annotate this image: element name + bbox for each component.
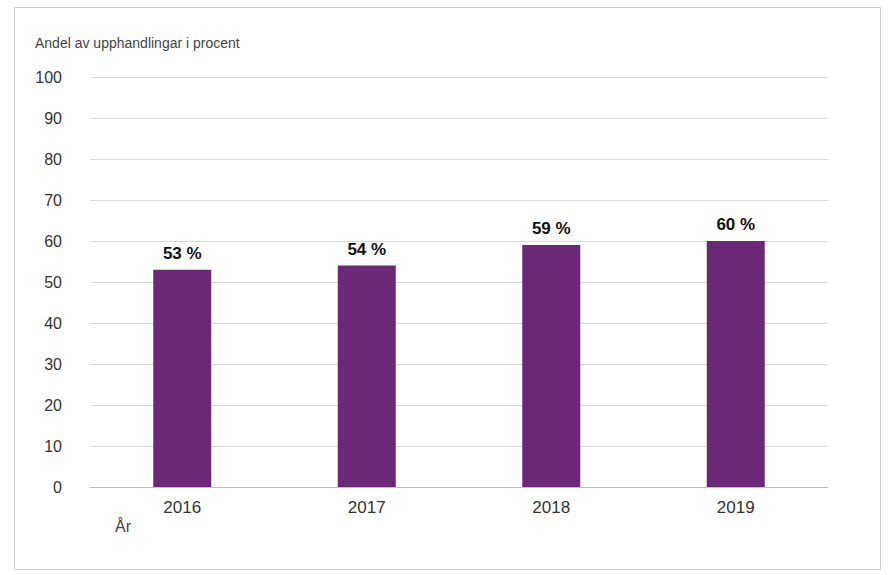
svg-text:100: 100 bbox=[35, 69, 62, 86]
svg-text:2018: 2018 bbox=[532, 498, 570, 517]
svg-text:År: År bbox=[115, 517, 132, 535]
svg-text:20: 20 bbox=[44, 397, 62, 414]
svg-text:60 %: 60 % bbox=[716, 215, 755, 234]
svg-text:59 %: 59 % bbox=[532, 219, 571, 238]
svg-text:30: 30 bbox=[44, 356, 62, 373]
svg-text:40: 40 bbox=[44, 315, 62, 332]
svg-text:90: 90 bbox=[44, 110, 62, 127]
svg-text:10: 10 bbox=[44, 438, 62, 455]
svg-text:50: 50 bbox=[44, 274, 62, 291]
svg-text:Andel av upphandlingar i proce: Andel av upphandlingar i procent bbox=[35, 35, 240, 51]
svg-text:0: 0 bbox=[53, 479, 62, 496]
svg-text:2016: 2016 bbox=[163, 498, 201, 517]
svg-text:53 %: 53 % bbox=[163, 244, 202, 263]
svg-text:2017: 2017 bbox=[348, 498, 386, 517]
svg-text:2019: 2019 bbox=[717, 498, 755, 517]
svg-text:80: 80 bbox=[44, 151, 62, 168]
svg-text:54 %: 54 % bbox=[347, 240, 386, 259]
svg-text:70: 70 bbox=[44, 192, 62, 209]
svg-text:60: 60 bbox=[44, 233, 62, 250]
